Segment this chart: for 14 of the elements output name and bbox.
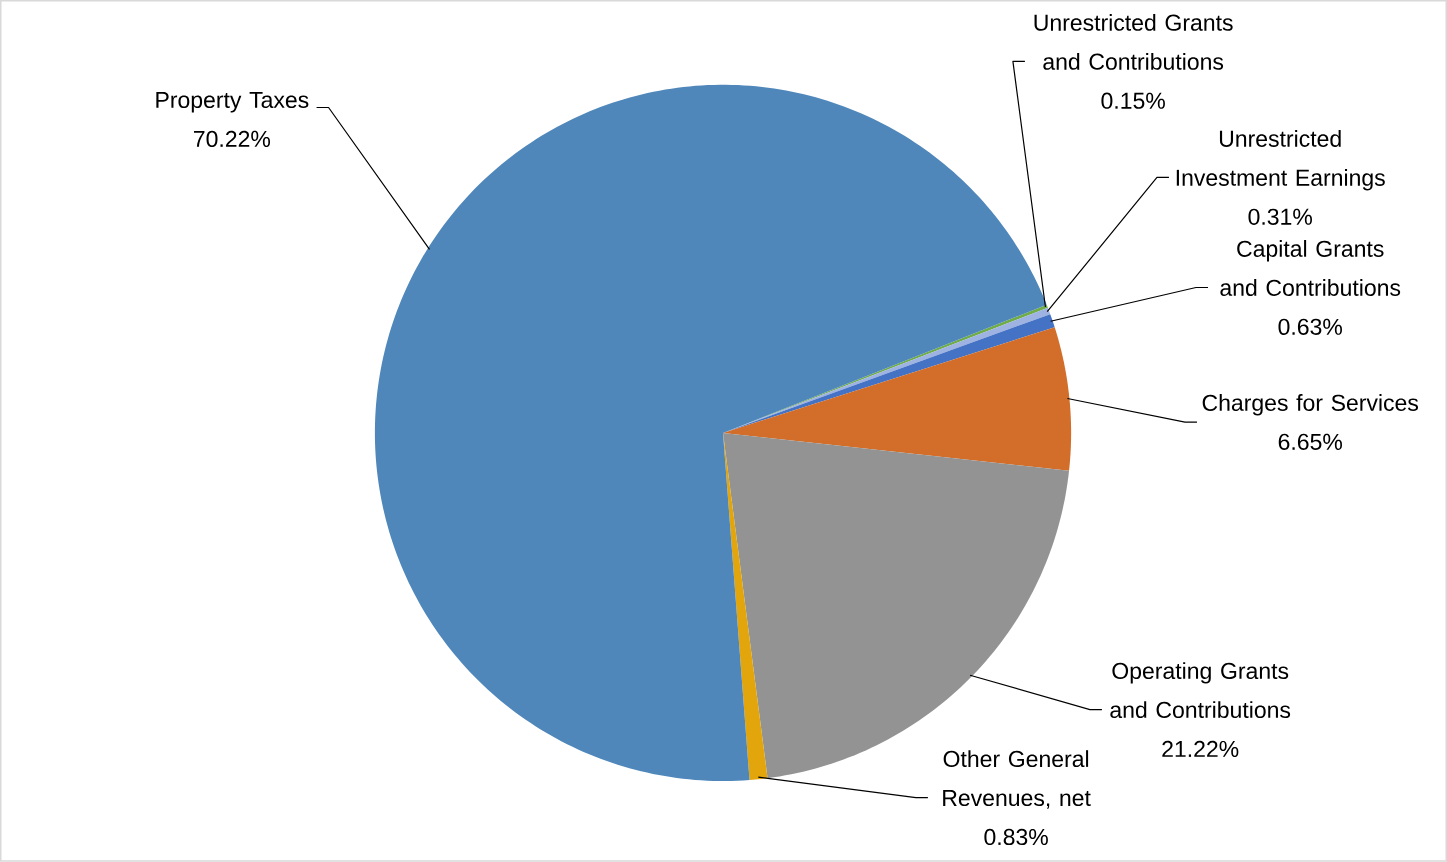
- slice-label: Property Taxes: [156, 92, 309, 113]
- data-label: 0.15%: [1101, 92, 1165, 109]
- slice-label: Operating Grants and Contributions: [1110, 662, 1291, 719]
- slice-label: Unrestricted Grants and Contributions: [1034, 14, 1233, 70]
- data-label: 21.22%: [1162, 740, 1239, 758]
- slice-label: Charges for Services: [1202, 394, 1419, 416]
- data-label: 0.83%: [984, 828, 1048, 846]
- data-label: 6.65%: [1278, 433, 1342, 451]
- slice-label: Capital Grants and Contributions: [1220, 240, 1401, 297]
- slice-label: Other General Revenues, net: [943, 750, 1091, 809]
- data-label: 0.63%: [1278, 318, 1342, 336]
- data-label: 70.22%: [194, 130, 271, 148]
- data-label: 0.31%: [1248, 208, 1312, 226]
- slice-label: Unrestricted Investment Earnings: [1176, 130, 1385, 191]
